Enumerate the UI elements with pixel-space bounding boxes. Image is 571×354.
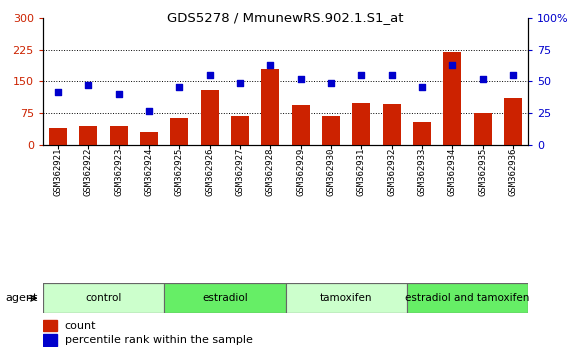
- Point: [84, 82, 93, 88]
- Text: GSM362934: GSM362934: [448, 148, 457, 196]
- Bar: [407, 283, 528, 313]
- Text: estradiol: estradiol: [202, 293, 248, 303]
- Point: [357, 72, 366, 78]
- Text: agent: agent: [6, 293, 38, 303]
- Bar: [352, 103, 371, 145]
- Point: [235, 80, 244, 86]
- Text: GSM362932: GSM362932: [387, 148, 396, 196]
- Text: percentile rank within the sample: percentile rank within the sample: [65, 335, 252, 345]
- Point: [175, 84, 184, 89]
- Point: [508, 72, 517, 78]
- Bar: [286, 283, 407, 313]
- Point: [114, 91, 123, 97]
- Bar: [262, 69, 279, 145]
- Bar: [383, 103, 401, 145]
- Text: tamoxifen: tamoxifen: [320, 293, 372, 303]
- Bar: [200, 90, 219, 145]
- Text: GSM362923: GSM362923: [114, 148, 123, 196]
- Bar: [79, 126, 98, 145]
- Text: GSM362936: GSM362936: [509, 148, 517, 196]
- Bar: [413, 122, 431, 145]
- Text: GSM362930: GSM362930: [327, 148, 336, 196]
- Bar: [170, 118, 188, 145]
- Text: estradiol and tamoxifen: estradiol and tamoxifen: [405, 293, 530, 303]
- Bar: [43, 283, 164, 313]
- Bar: [231, 116, 249, 145]
- Bar: [322, 116, 340, 145]
- Point: [266, 62, 275, 68]
- Bar: [49, 128, 67, 145]
- Point: [144, 108, 154, 114]
- Text: GSM362922: GSM362922: [84, 148, 93, 196]
- Bar: [473, 113, 492, 145]
- Text: GSM362931: GSM362931: [357, 148, 366, 196]
- Text: GSM362927: GSM362927: [235, 148, 244, 196]
- Bar: [140, 132, 158, 145]
- Bar: [504, 98, 522, 145]
- Text: GDS5278 / MmunewRS.902.1.S1_at: GDS5278 / MmunewRS.902.1.S1_at: [167, 11, 404, 24]
- Text: GSM362928: GSM362928: [266, 148, 275, 196]
- Bar: [43, 320, 57, 331]
- Point: [54, 89, 63, 95]
- Point: [327, 80, 336, 86]
- Text: GSM362921: GSM362921: [54, 148, 62, 196]
- Point: [205, 72, 214, 78]
- Point: [478, 76, 487, 82]
- Text: GSM362925: GSM362925: [175, 148, 184, 196]
- Text: GSM362926: GSM362926: [205, 148, 214, 196]
- Point: [296, 76, 305, 82]
- Text: GSM362924: GSM362924: [144, 148, 154, 196]
- Bar: [443, 52, 461, 145]
- Text: GSM362929: GSM362929: [296, 148, 305, 196]
- Bar: [292, 105, 310, 145]
- Text: count: count: [65, 321, 96, 331]
- Bar: [43, 334, 57, 346]
- Text: control: control: [85, 293, 122, 303]
- Point: [448, 62, 457, 68]
- Point: [417, 84, 427, 89]
- Text: GSM362935: GSM362935: [478, 148, 487, 196]
- Point: [387, 72, 396, 78]
- Bar: [164, 283, 286, 313]
- Text: GSM362933: GSM362933: [417, 148, 427, 196]
- Bar: [110, 126, 128, 145]
